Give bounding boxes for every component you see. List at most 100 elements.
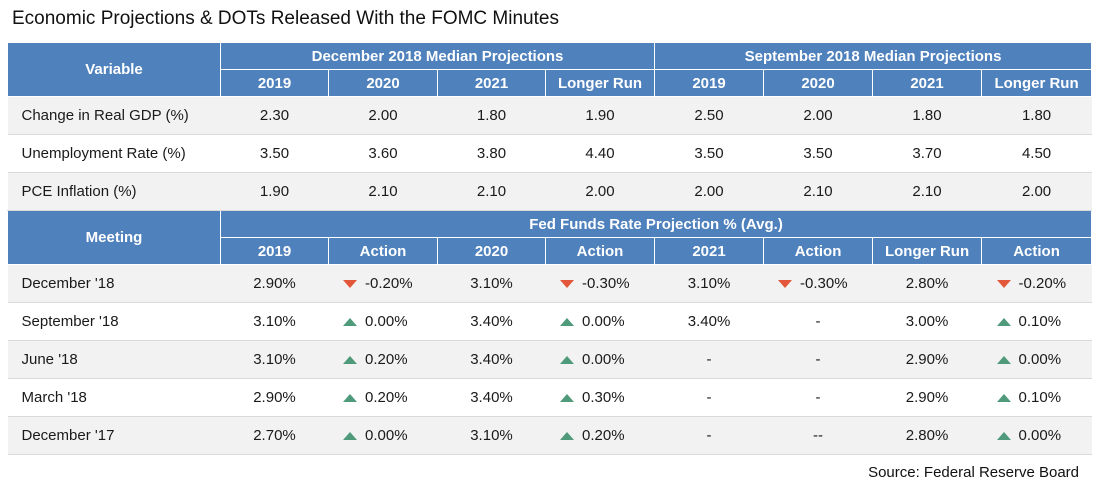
value-cell: 3.50	[654, 134, 764, 173]
action-cell: 0.20%	[328, 378, 438, 417]
up-triangle-icon	[560, 389, 582, 406]
up-triangle-icon	[343, 427, 365, 444]
column-header: 2021	[654, 237, 765, 265]
rate-cell: 2.90%	[872, 378, 982, 417]
value-cell: 1.90	[545, 96, 655, 135]
down-triangle-icon	[560, 275, 582, 292]
up-triangle-icon	[996, 389, 1019, 406]
table-row: September '18 3.10% 0.00% 3.40% 0.00% 3.40% -3…	[7, 302, 1092, 341]
rate-cell: 3.10%	[437, 416, 546, 455]
column-header: Action	[981, 237, 1093, 265]
action-value: -0.20%	[1018, 275, 1067, 292]
table-row: December '18 2.90% -0.20% 3.10% -0.30% 3.10% -…	[7, 264, 1092, 303]
action-cell: 0.10%	[981, 378, 1092, 417]
action-value: 0.00%	[582, 313, 625, 330]
meeting-label: December '17	[7, 416, 221, 455]
action-cell: -0.30%	[763, 264, 873, 303]
column-header: Action	[328, 237, 438, 265]
row-label: Unemployment Rate (%)	[7, 134, 221, 173]
group-header-september: September 2018 Median Projections	[654, 42, 1093, 70]
value-cell: 1.80	[437, 96, 546, 135]
value-cell: 4.50	[981, 134, 1092, 173]
rate-cell: 3.00%	[872, 302, 982, 341]
value-cell: 4.40	[545, 134, 655, 173]
down-triangle-icon	[996, 275, 1019, 292]
rate-cell: 2.80%	[872, 264, 982, 303]
value-cell: 2.00	[328, 96, 438, 135]
rate-cell: 2.90%	[220, 378, 329, 417]
action-cell: 0.00%	[981, 340, 1092, 379]
up-triangle-icon	[996, 313, 1019, 330]
column-header: 2020	[328, 69, 438, 97]
column-header: 2020	[763, 69, 874, 97]
value-cell: 2.10	[437, 172, 546, 211]
up-triangle-icon	[560, 351, 582, 368]
value-cell: 2.00	[763, 96, 873, 135]
rate-cell: 2.70%	[220, 416, 329, 455]
table-row: PCE Inflation (%) 1.90 2.10 2.10 2.00 2.00 2.1…	[7, 172, 1092, 211]
value-cell: 3.50	[763, 134, 873, 173]
action-cell: --	[763, 416, 873, 455]
column-header: Longer Run	[872, 237, 983, 265]
action-cell: 0.00%	[981, 416, 1092, 455]
meeting-label: March '18	[7, 378, 221, 417]
rate-cell: 2.80%	[872, 416, 982, 455]
action-cell: 0.20%	[328, 340, 438, 379]
value-cell: 2.10	[763, 172, 873, 211]
value-cell: 2.00	[981, 172, 1092, 211]
action-value: 0.10%	[1018, 389, 1062, 406]
column-header: Longer Run	[981, 69, 1093, 97]
value-cell: 2.10	[872, 172, 982, 211]
down-triangle-icon	[343, 275, 365, 292]
action-cell: 0.00%	[328, 416, 438, 455]
value-cell: 2.00	[545, 172, 655, 211]
rate-cell: 3.40%	[437, 378, 546, 417]
action-cell: -0.20%	[328, 264, 438, 303]
meeting-label: September '18	[7, 302, 221, 341]
action-cell: 0.00%	[545, 340, 655, 379]
up-triangle-icon	[560, 313, 582, 330]
group-header-december: December 2018 Median Projections	[219, 42, 656, 70]
column-header: 2019	[654, 69, 765, 97]
rate-cell: 2.90%	[220, 264, 329, 303]
projections-table: Variable December 2018 Median Projection…	[7, 42, 1093, 455]
rate-cell: 3.40%	[437, 302, 546, 341]
rate-cell: 3.10%	[654, 264, 764, 303]
column-header: 2019	[220, 69, 329, 97]
value-cell: 2.10	[328, 172, 438, 211]
table-row: Change in Real GDP (%) 2.30 2.00 1.80 1.90 2.…	[7, 96, 1092, 135]
table-row: Unemployment Rate (%) 3.50 3.60 3.80 4.40 3.5…	[7, 134, 1092, 173]
column-header: 2019	[220, 237, 329, 265]
row-label: PCE Inflation (%)	[7, 172, 221, 211]
action-cell: 0.30%	[545, 378, 655, 417]
rate-cell: 2.90%	[872, 340, 982, 379]
fedfunds-group-header: Fed Funds Rate Projection % (Avg.)	[219, 210, 1093, 238]
rate-cell: 3.10%	[437, 264, 546, 303]
action-value: 0.00%	[1018, 427, 1062, 444]
value-cell: 1.80	[981, 96, 1092, 135]
source-note: Source: Federal Reserve Board	[868, 464, 1079, 481]
action-cell: -	[763, 378, 873, 417]
column-header: Action	[544, 237, 656, 265]
rate-cell: 3.40%	[654, 302, 764, 341]
meeting-label: June '18	[7, 340, 221, 379]
rate-cell: -	[654, 340, 764, 379]
action-value: -0.30%	[800, 275, 848, 292]
column-header: 2020	[437, 237, 546, 265]
meeting-label: December '18	[7, 264, 221, 303]
column-header: 2021	[437, 69, 546, 97]
meeting-header: Meeting	[7, 210, 221, 265]
action-value: 0.20%	[582, 427, 625, 444]
action-value: -0.20%	[365, 275, 413, 292]
action-value: -0.30%	[582, 275, 630, 292]
action-cell: 0.00%	[545, 302, 655, 341]
action-value: 0.20%	[365, 389, 408, 406]
action-cell: 0.20%	[545, 416, 655, 455]
value-cell: 1.90	[220, 172, 329, 211]
down-triangle-icon	[778, 275, 800, 292]
variable-header: Variable	[7, 42, 221, 97]
page-title: Economic Projections & DOTs Released Wit…	[12, 8, 559, 29]
action-cell: -0.20%	[981, 264, 1092, 303]
up-triangle-icon	[343, 351, 365, 368]
row-label: Change in Real GDP (%)	[7, 96, 221, 135]
